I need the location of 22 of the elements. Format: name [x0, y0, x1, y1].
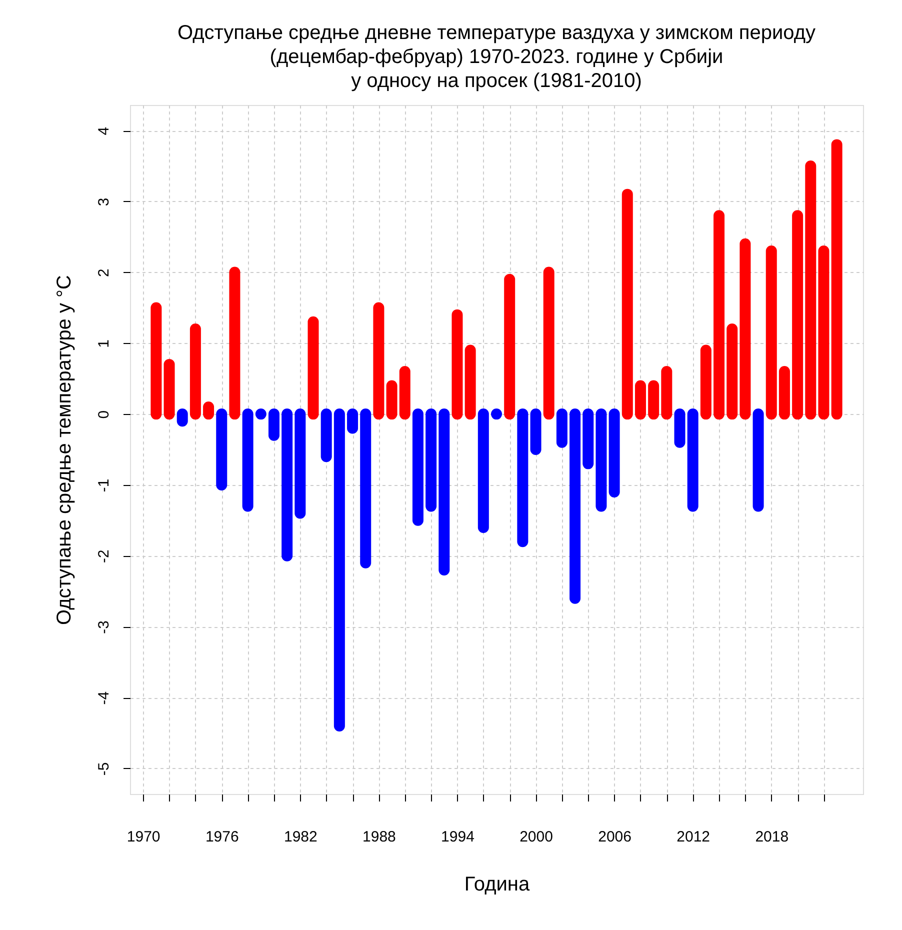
y-tick-label: 2	[96, 268, 112, 277]
y-tick-label: -5	[96, 762, 112, 776]
x-tick-label: 1994	[441, 828, 474, 846]
x-tick-label: 2006	[598, 828, 632, 846]
x-tick-label: 1982	[284, 828, 318, 846]
x-tick-label: 2000	[520, 828, 553, 846]
y-tick-label: 3	[96, 198, 112, 206]
y-tick-label: -1	[96, 478, 112, 492]
chart-title: Одступање средње дневне температуре ваздуха у зимском периоду (децембар-фебруар) 1970-2023. године у Србији у односу на просек (1981-2010)	[178, 22, 816, 92]
x-axis-title: Година	[464, 874, 530, 896]
x-tick-label: 2018	[755, 828, 789, 846]
y-tick-label: 0	[96, 410, 112, 419]
y-tick-label: -2	[96, 550, 112, 563]
x-tick-label: 1970	[126, 828, 160, 846]
x-tick-label: 1976	[205, 828, 239, 846]
y-tick-label: -3	[96, 620, 112, 634]
y-tick-label: -4	[96, 691, 112, 705]
y-tick-label: 4	[96, 126, 112, 136]
y-axis-title: Одступање средње температуре у °C	[54, 275, 76, 625]
x-tick-label: 2012	[676, 828, 710, 846]
y-tick-label: 1	[96, 340, 112, 348]
x-tick-label: 1988	[362, 828, 396, 846]
